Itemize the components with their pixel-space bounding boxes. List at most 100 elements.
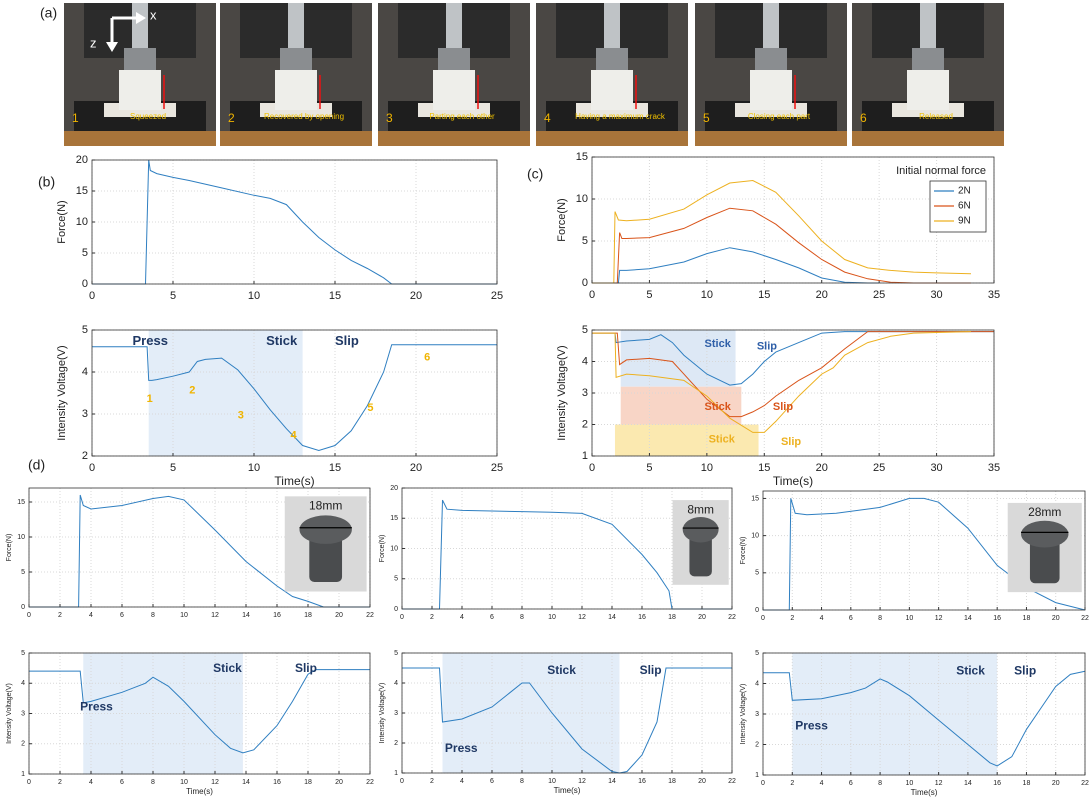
photo-object [119,70,161,110]
annotation: Stick [213,661,242,675]
y-axis-label: Force(N) [740,537,747,565]
photo-rod [446,3,462,48]
x-tick-label: 20 [816,289,828,301]
x-tick-label: 0 [761,780,765,787]
x-tick-label: 8 [878,615,882,622]
x-tick-label: 4 [89,779,93,786]
photo-object [750,70,792,110]
x-tick-label: 30 [930,289,942,301]
x-tick-label: 0 [400,778,404,785]
y-axis-label: Intensity Voltage(V) [6,683,13,744]
photo-holder [755,48,787,70]
x-tick-label: 18 [304,612,312,619]
x-tick-label: 14 [608,778,616,785]
shaded-region [615,425,759,457]
x-tick-label: 2 [58,612,62,619]
x-tick-label: 5 [170,462,176,474]
y-tick-label: 5 [21,650,25,657]
x-tick-label: 15 [329,462,341,474]
y-tick-label: 2 [82,450,88,462]
y-axis-label: Force(N) [379,535,386,563]
y-tick-label: 10 [76,216,88,228]
x-tick-label: 0 [589,289,595,301]
y-tick-label: 1 [755,772,759,779]
x-tick-label: 6 [490,778,494,785]
x-tick-label: 20 [410,290,422,302]
x-tick-label: 0 [589,462,595,474]
x-tick-label: 20 [698,614,706,621]
x-tick-label: 5 [646,462,652,474]
x-tick-label: 12 [935,780,943,787]
x-tick-label: 15 [758,462,770,474]
x-tick-label: 8 [520,778,524,785]
inset-label: 8mm [687,502,714,516]
x-tick-label: 10 [180,779,188,786]
y-tick-label: 3 [82,408,88,420]
x-tick-label: 0 [89,462,95,474]
y-tick-label: 3 [582,387,588,399]
x-axis-label: Time(s) [554,786,581,795]
y-tick-label: 20 [390,485,398,492]
y-tick-label: 5 [582,235,588,247]
x-tick-label: 15 [329,290,341,302]
legend-label: 9N [958,216,971,227]
y-tick-label: 20 [76,154,88,166]
x-tick-label: 25 [873,462,885,474]
photo-table [378,131,530,146]
inset-object [1021,521,1068,548]
x-tick-label: 6 [120,612,124,619]
y-tick-label: 2 [21,741,25,748]
y-tick-label: 15 [390,515,398,522]
y-tick-label: 1 [21,771,25,778]
y-tick-label: 15 [751,495,759,502]
x-tick-label: 0 [27,779,31,786]
photo-holder [280,48,312,70]
inset-label: 18mm [309,499,342,513]
x-tick-label: 18 [1023,780,1031,787]
x-tick-label: 20 [698,778,706,785]
y-tick-label: 2 [755,741,759,748]
annotation: Press [445,741,478,755]
annotation: Slip [781,436,801,448]
x-tick-label: 25 [873,289,885,301]
x-tick-label: 25 [491,462,503,474]
x-tick-label: 16 [993,615,1001,622]
x-tick-label: 6 [490,614,494,621]
x-tick-label: 22 [728,778,736,785]
y-tick-label: 3 [394,710,398,717]
x-tick-label: 14 [608,614,616,621]
x-tick-label: 10 [905,615,913,622]
x-tick-label: 5 [170,290,176,302]
photo-number: 2 [228,111,235,125]
annotation: Slip [773,401,793,413]
legend-label: 2N [958,186,971,197]
x-tick-label: 12 [578,778,586,785]
x-tick-label: 20 [816,462,828,474]
x-tick-label: 22 [1081,780,1089,787]
x-tick-label: 6 [120,779,124,786]
x-tick-label: 4 [460,614,464,621]
inset-label: 28mm [1028,505,1061,519]
y-tick-label: 4 [394,680,398,687]
x-tick-label: 6 [849,615,853,622]
y-tick-label: 5 [394,576,398,583]
x-tick-label: 0 [400,614,404,621]
inset-object [299,515,351,544]
x-tick-label: 14 [242,779,250,786]
photo-holder [124,48,156,70]
x-tick-label: 12 [211,612,219,619]
y-tick-label: 2 [582,418,588,430]
x-tick-label: 10 [548,614,556,621]
y-tick-label: 2 [394,740,398,747]
photo-rod [132,3,148,48]
x-tick-label: 25 [491,290,503,302]
photo-rod [920,3,936,48]
y-tick-label: 5 [82,324,88,336]
x-tick-label: 2 [790,780,794,787]
panel-label: (c) [527,166,543,182]
x-tick-label: 20 [1052,780,1060,787]
photo-object [433,70,475,110]
y-axis-label: Force(N) [556,198,568,241]
y-axis-label: Force(N) [6,534,13,562]
annotation: Press [795,718,828,732]
